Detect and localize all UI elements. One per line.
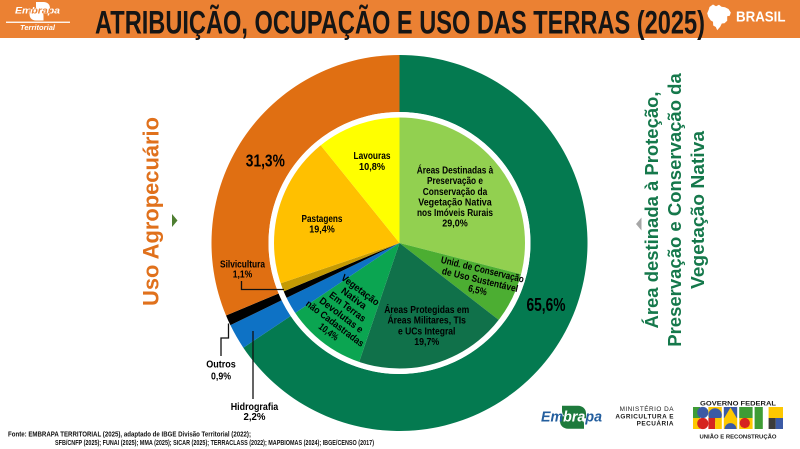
svg-text:Conservação da: Conservação da bbox=[423, 187, 488, 198]
svg-text:29,0%: 29,0% bbox=[442, 219, 468, 230]
svg-text:19,4%: 19,4% bbox=[309, 225, 335, 236]
svg-text:ATRIBUIÇÃO, OCUPAÇÃO E USO DAS: ATRIBUIÇÃO, OCUPAÇÃO E USO DAS TERRAS (2… bbox=[95, 4, 705, 40]
svg-text:Área destinada à Proteção,: Área destinada à Proteção, bbox=[641, 92, 662, 329]
svg-text:Embrapa: Embrapa bbox=[15, 6, 60, 17]
svg-text:UNIÃO E RECONSTRUÇÃO: UNIÃO E RECONSTRUÇÃO bbox=[700, 434, 778, 441]
svg-text:BRASIL: BRASIL bbox=[736, 10, 786, 26]
svg-text:e UCs Integral: e UCs Integral bbox=[398, 327, 456, 338]
svg-text:2,2%: 2,2% bbox=[244, 412, 266, 423]
svg-text:6,5%: 6,5% bbox=[467, 283, 488, 298]
svg-text:Hidrografia: Hidrografia bbox=[231, 402, 279, 413]
svg-text:Uso Agropecuário: Uso Agropecuário bbox=[139, 117, 164, 306]
svg-text:0,9%: 0,9% bbox=[211, 371, 231, 382]
svg-text:Lavouras: Lavouras bbox=[354, 151, 391, 162]
svg-text:Embrapa: Embrapa bbox=[15, 6, 60, 17]
svg-text:Embrapa: Embrapa bbox=[541, 409, 602, 425]
svg-text:Vegetação Nativa: Vegetação Nativa bbox=[688, 130, 708, 289]
svg-text:Pastagens: Pastagens bbox=[302, 214, 343, 225]
svg-text:Áreas Militares, TIs: Áreas Militares, TIs bbox=[387, 315, 466, 327]
svg-text:Áreas Destinadas à: Áreas Destinadas à bbox=[417, 165, 494, 177]
svg-text:19,7%: 19,7% bbox=[414, 337, 439, 348]
svg-text:SFB/CNFP (2025); FUNAI (2025);: SFB/CNFP (2025); FUNAI (2025); MMA (2025… bbox=[55, 438, 374, 447]
svg-text:10,8%: 10,8% bbox=[359, 162, 385, 173]
svg-text:MINISTÉRIO DA: MINISTÉRIO DA bbox=[620, 404, 675, 413]
svg-text:nos Imóveis Rurais: nos Imóveis Rurais bbox=[417, 208, 493, 219]
svg-text:PECUÁRIA: PECUÁRIA bbox=[637, 419, 674, 428]
svg-text:1,1%: 1,1% bbox=[233, 269, 253, 280]
svg-text:65,6%: 65,6% bbox=[527, 295, 566, 315]
svg-text:Áreas Protegidas em: Áreas Protegidas em bbox=[384, 304, 469, 316]
svg-text:31,3%: 31,3% bbox=[246, 151, 285, 171]
svg-text:Silvicultura: Silvicultura bbox=[220, 260, 265, 271]
svg-text:Vegetação Nativa: Vegetação Nativa bbox=[418, 197, 492, 208]
svg-text:Preservação e: Preservação e bbox=[427, 176, 483, 187]
svg-text:Fonte: EMBRAPA TERRITORIAL (20: Fonte: EMBRAPA TERRITORIAL (2025), adapt… bbox=[8, 430, 251, 439]
svg-text:Territorial: Territorial bbox=[20, 25, 56, 32]
svg-text:Outros: Outros bbox=[206, 360, 236, 371]
svg-text:GOVERNO FEDERAL: GOVERNO FEDERAL bbox=[700, 400, 776, 407]
svg-text:Preservação e Conservação da: Preservação e Conservação da bbox=[665, 72, 685, 347]
svg-text:AGRICULTURA E: AGRICULTURA E bbox=[615, 413, 674, 420]
